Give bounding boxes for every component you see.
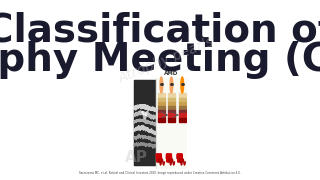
Text: AMD: AMD xyxy=(164,71,179,76)
Text: Saretzema MC, et al. Retinal and Clinical Investors 2020. Image reproduced under: Saretzema MC, et al. Retinal and Clinica… xyxy=(79,171,241,175)
Bar xyxy=(158,113,165,118)
Bar xyxy=(168,106,175,110)
Bar xyxy=(168,113,175,118)
Bar xyxy=(158,106,165,110)
Bar xyxy=(168,102,175,106)
Bar xyxy=(179,106,186,110)
Bar xyxy=(158,102,165,106)
Bar xyxy=(156,78,186,168)
Bar xyxy=(158,98,165,102)
Bar xyxy=(158,118,165,122)
Circle shape xyxy=(181,77,184,93)
Text: Atrophy Meeting (CAM): Atrophy Meeting (CAM) xyxy=(0,41,320,79)
Text: Classification of: Classification of xyxy=(0,11,320,49)
Bar xyxy=(168,110,175,113)
Bar xyxy=(179,110,186,113)
Bar xyxy=(168,118,175,122)
Bar xyxy=(179,113,186,118)
Bar xyxy=(179,102,186,106)
Bar xyxy=(179,98,186,102)
Text: AP: AP xyxy=(125,150,148,165)
Bar xyxy=(168,93,175,98)
Bar xyxy=(179,93,186,98)
Text: Atrophy pearls: Atrophy pearls xyxy=(117,34,217,86)
Bar xyxy=(134,80,156,165)
Bar xyxy=(158,110,165,113)
Circle shape xyxy=(160,77,163,93)
Circle shape xyxy=(170,77,173,93)
Bar xyxy=(168,98,175,102)
Bar xyxy=(158,93,165,98)
Bar xyxy=(179,118,186,122)
